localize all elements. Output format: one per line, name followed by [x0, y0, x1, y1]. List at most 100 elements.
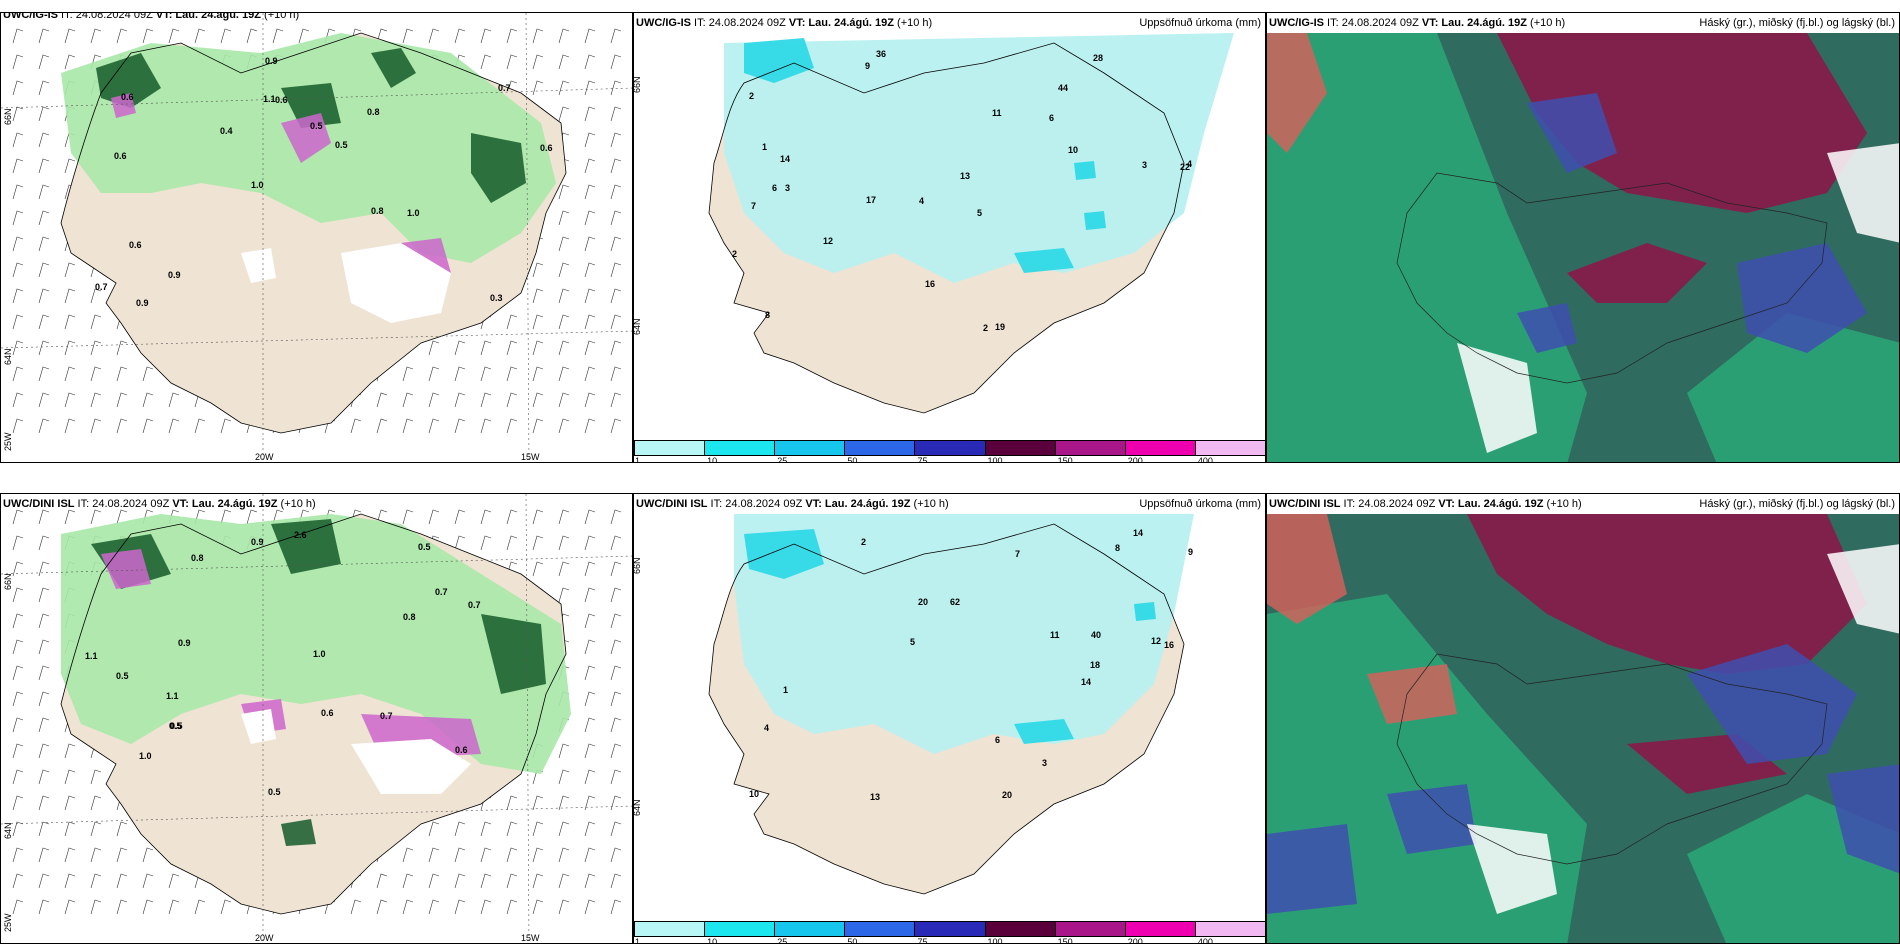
wind-barb [454, 873, 466, 889]
map-value-label: 1.0 [313, 649, 326, 659]
valid-time: VT: Lau. 24.ágú. 19Z [788, 17, 894, 29]
wind-barb [584, 769, 596, 785]
wind-barb [12, 392, 24, 408]
wind-barb [428, 873, 440, 889]
wind-barb [376, 392, 388, 408]
wind-barb [480, 28, 492, 44]
wind-barb [12, 847, 24, 863]
wind-barb [454, 392, 466, 408]
high-cloud-area [1467, 514, 1867, 794]
wind-barb [168, 418, 180, 434]
map-value-label: 13 [960, 171, 970, 181]
wind-barb [38, 314, 50, 330]
map-value-label: 1.1 [263, 94, 276, 104]
lead-time: (+10 h) [261, 12, 300, 21]
white-clear-area [1457, 143, 1899, 453]
wind-barb [584, 847, 596, 863]
wind-barb [610, 587, 622, 603]
legend-tick-label: 10 [707, 937, 718, 944]
wind-barb [64, 743, 76, 759]
wind-barb [558, 80, 570, 96]
map-value-label: 6 [1049, 113, 1054, 123]
legend-color-cell [704, 441, 775, 455]
wind-barb [12, 418, 24, 434]
wind-barb [558, 509, 570, 525]
wind-barb [116, 899, 128, 915]
legend-tick-label: 75 [917, 456, 928, 463]
wind-barb [506, 366, 518, 382]
map-value-label: 19 [995, 322, 1005, 332]
wind-barb [90, 392, 102, 408]
map-value-label: 22 [1180, 162, 1190, 172]
wind-panel-row2: 1.0 0.5 0.8 0.7 0.6 0.9 1.1 0.5 0.7 0.8 0.5 2.6 0.7 1… [0, 493, 633, 944]
panel-title: Uppsöfnuð úrkoma (mm) [1139, 17, 1261, 29]
wind-barb [38, 418, 50, 434]
wind-barb [610, 288, 622, 304]
map-value-label: 20 [918, 597, 928, 607]
wind-barb [610, 509, 622, 525]
wind-barb [142, 28, 154, 44]
wind-barb [12, 691, 24, 707]
wind-barb [220, 509, 232, 525]
wind-barb [38, 665, 50, 681]
init-time: IT: 24.08.2024 09Z [58, 12, 156, 21]
wind-barb [12, 288, 24, 304]
init-time: IT: 24.08.2024 09Z [691, 17, 789, 29]
init-time: IT: 24.08.2024 09Z [1340, 498, 1439, 510]
precip-color-legend: 1 10 25 50 75 100 150 200 400 [634, 440, 1265, 462]
wind-barb [584, 28, 596, 44]
lon-label-20: 20W [255, 452, 274, 462]
wind-map: 0.3 0.6 0.7 1.0 0.8 0.9 1.1 0.5 0.6 0.4 0.7 0.9 0.6 0… [1, 13, 632, 462]
legend-color-cell [774, 441, 845, 455]
wind-barb [506, 418, 518, 434]
wind-barb [246, 509, 258, 525]
map-value-label: 40 [1091, 630, 1101, 640]
wind-barb [480, 535, 492, 551]
map-value-label: 3 [1142, 160, 1147, 170]
map-value-label: 14 [1081, 677, 1091, 687]
lon-label-20: 20W [255, 933, 274, 943]
wind-barb [116, 847, 128, 863]
wind-barb [116, 418, 128, 434]
wind-barb [38, 795, 50, 811]
wind-barb [584, 262, 596, 278]
cloud-map [1267, 33, 1899, 462]
wind-barb [38, 184, 50, 200]
coastline [60, 513, 567, 915]
wind-barb [402, 873, 414, 889]
wind-barb [116, 392, 128, 408]
wind-barb [116, 821, 128, 837]
wind-barb [90, 899, 102, 915]
wind-barb [610, 769, 622, 785]
wind-barb [116, 366, 128, 382]
wind-barb [12, 743, 24, 759]
wind-barb [246, 28, 258, 44]
legend-ticks: 1 10 25 50 75 100 150 200 400 [634, 937, 1265, 944]
map-value-label: 8 [765, 310, 770, 320]
wind-barb [64, 795, 76, 811]
wind-barb [12, 54, 24, 70]
wind-barb [38, 210, 50, 226]
map-value-label: 1.0 [139, 751, 152, 761]
panel-header: UWC/DINI ISL IT: 24.08.2024 09Z VT: Lau.… [3, 498, 316, 510]
wind-barb [350, 418, 362, 434]
wind-barb [584, 665, 596, 681]
wind-barb [12, 132, 24, 148]
wind-barb [12, 236, 24, 252]
map-value-label: 0.7 [468, 600, 481, 610]
wind-map: 1.0 0.5 0.8 0.7 0.6 0.9 1.1 0.5 0.7 0.8 0.5 2.6 0.7 1… [1, 494, 632, 943]
coastline [708, 42, 1185, 414]
wind-values: 1.0 0.5 0.8 0.7 0.6 0.9 1.1 0.5 0.7 0.8 0.5 2.6 0.7 1… [85, 530, 481, 797]
init-time: IT: 24.08.2024 09Z [74, 498, 173, 510]
map-value-label: 5 [910, 637, 915, 647]
map-value-label: 0.7 [380, 711, 393, 721]
wind-barb [558, 535, 570, 551]
valid-time: VT: Lau. 24.ágú. 19Z [155, 12, 261, 21]
graticule-lon-15 [525, 13, 530, 462]
wind-barb [64, 509, 76, 525]
wind-barb [584, 366, 596, 382]
wind-barb [64, 28, 76, 44]
wind-barb [532, 509, 544, 525]
wind-barb [38, 158, 50, 174]
wind-barb [12, 366, 24, 382]
